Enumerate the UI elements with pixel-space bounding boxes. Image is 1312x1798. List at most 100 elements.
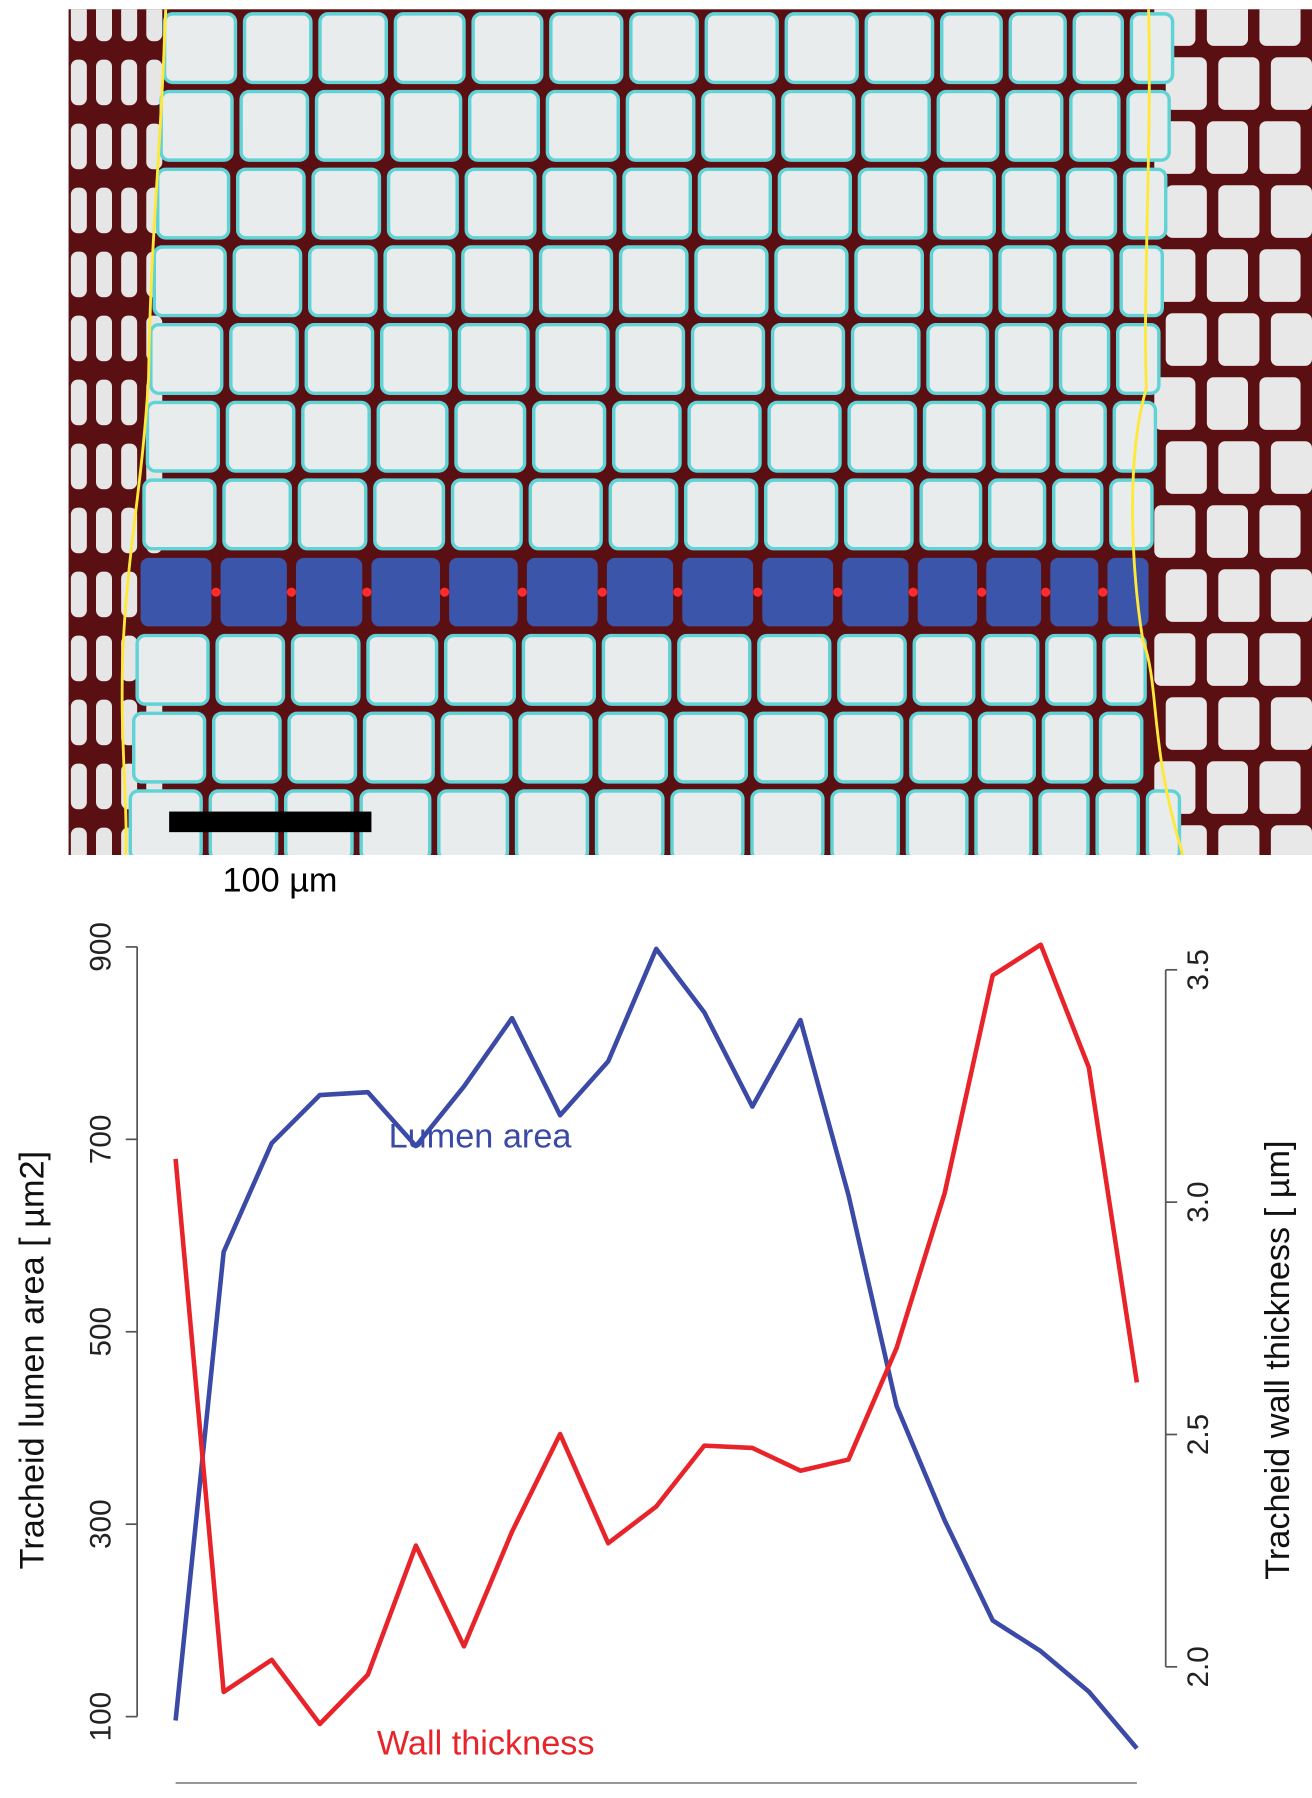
outer-cell [1259,9,1301,46]
outer-cell [121,9,138,42]
cell [142,478,217,551]
outer-cell [1259,505,1301,558]
cell [833,711,904,784]
cell [549,12,624,85]
measured-cell [917,557,978,627]
outer-cell [121,187,138,234]
cell [545,89,620,162]
cell [670,789,745,855]
y-axis-label: Tracheid lumen area [ µm2] [13,1151,51,1569]
cell [1129,12,1175,85]
cell [991,400,1050,473]
cell [225,400,296,473]
outer-cell [96,635,112,682]
outer-cell [70,123,87,170]
cell [994,323,1054,395]
cell [1098,711,1144,784]
outer-cell [70,315,87,362]
measured-cell [371,557,440,627]
cell [1135,0,1176,5]
cell [393,12,466,85]
cell [1008,12,1067,85]
cell [1095,789,1140,855]
outer-cell [70,443,87,490]
cell [1078,0,1126,5]
cell [919,478,983,551]
annotation: Wall thickness [377,1724,595,1762]
cell [239,89,310,162]
cell [248,0,314,5]
cell [977,711,1036,784]
cell [684,478,759,551]
outer-cell [70,187,87,234]
cell [854,245,924,318]
cell [777,167,852,240]
cell [861,89,931,162]
measure-dot [286,587,296,597]
cell [774,245,849,318]
cell [399,0,468,5]
outer-cell [1206,633,1248,686]
measured-cell [296,557,363,627]
cell [457,323,530,395]
cell [1069,89,1121,162]
cell [830,789,900,855]
measured-cell [526,557,598,627]
ring-boundary [120,9,168,855]
outer-cell [70,827,87,855]
cell [847,400,918,473]
outer-cell [1270,569,1312,622]
cell [152,245,227,318]
cell [837,633,907,706]
cell [618,245,689,318]
cell [677,633,752,706]
outer-cell [1259,377,1301,430]
measure-dot [977,587,987,597]
cell [304,323,375,395]
outer-cell [1206,249,1248,302]
cell [750,789,825,855]
cell [1116,323,1161,395]
cell [145,400,220,473]
cell [1062,245,1114,318]
cell [521,633,596,706]
y2-tick-label: 2.5 [1182,1414,1215,1455]
outer-cell [1206,9,1248,46]
y-tick-label: 900 [85,922,118,972]
y-tick-label: 100 [85,1692,118,1742]
cell [1038,789,1090,855]
cell [518,711,593,784]
outer-cell [1165,697,1207,750]
cell [314,89,385,162]
cell [634,0,700,5]
measure-dot [440,587,450,597]
outer-cell [121,251,138,298]
outer-cell [96,763,112,810]
cell [149,323,224,395]
outer-cell [121,59,138,106]
scale-bar [169,811,372,833]
outer-cell [1165,185,1207,238]
micrograph [68,0,1312,856]
cell [159,89,234,162]
ring-boundary [1131,9,1185,855]
series-line [173,946,1139,1750]
cell [622,167,692,240]
measured-cell [140,557,212,627]
cell [753,711,828,784]
outer-cell [1270,57,1312,110]
cell [301,400,371,473]
cell [757,633,832,706]
y2-axis-label: Tracheid wall thickness [ µm] [1259,1140,1297,1579]
cell [988,478,1047,551]
chart: 100 300 500 700 900 2.0 2.5 3.0 3.5 Tracheid lume… [13,922,1297,1784]
outer-cell [96,123,112,170]
outer-cell [1218,441,1260,494]
measure-dot [908,587,918,597]
outer-cell [1218,697,1260,750]
outer-cell [121,123,138,170]
cell [366,633,439,706]
cell [211,711,282,784]
cell [323,0,389,5]
